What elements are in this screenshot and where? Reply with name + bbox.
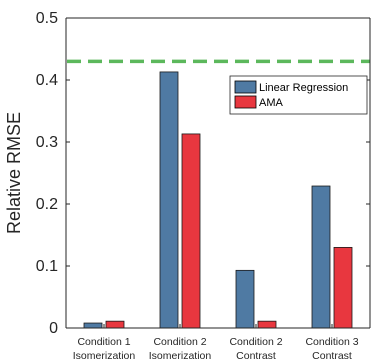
x-tick-labels: Condition 1 Isomerization Condition 2 Isome…: [73, 324, 359, 362]
x-tick-label-line2: Contrast: [312, 350, 352, 362]
y-ticks: 0 0.1 0.2 0.3 0.4 0.5: [36, 10, 370, 337]
y-tick-label: 0.3: [36, 134, 58, 151]
legend-swatch-ama: [234, 95, 257, 109]
bar-linear-regression-3: [235, 269, 255, 329]
y-tick-label: 0.1: [36, 258, 58, 275]
bar-ama-1: [105, 320, 125, 329]
bar-linear-regression-2: [159, 71, 179, 329]
legend: Linear Regression AMA: [229, 75, 368, 115]
legend-label-ama: AMA: [259, 97, 284, 109]
bar-ama-3: [257, 320, 277, 329]
bar-linear-regression-4: [311, 185, 331, 329]
y-tick-label: 0.4: [36, 72, 58, 89]
axes: [65, 17, 371, 329]
y-axis-label: Relative RMSE: [4, 112, 24, 234]
x-tick-label-line1: Condition 2: [229, 336, 282, 348]
x-tick-label-line1: Condition 3: [305, 336, 358, 348]
y-tick-label: 0.2: [36, 196, 58, 213]
bar-linear-regression-1: [83, 322, 103, 329]
y-tick-label: 0: [49, 320, 58, 337]
x-tick-label-line2: Contrast: [236, 350, 276, 362]
legend-swatch-linear-regression: [234, 80, 257, 94]
x-tick-label-line1: Condition 1: [77, 336, 130, 348]
x-tick-label-line2: Isomerization: [149, 350, 212, 362]
x-tick-label-line1: Condition 2: [153, 336, 206, 348]
bar-ama-4: [333, 246, 353, 329]
bar-ama-2: [181, 133, 201, 329]
legend-label-linear-regression: Linear Regression: [259, 82, 348, 94]
x-tick-label-line2: Isomerization: [73, 350, 136, 362]
y-tick-label: 0.5: [36, 10, 58, 27]
